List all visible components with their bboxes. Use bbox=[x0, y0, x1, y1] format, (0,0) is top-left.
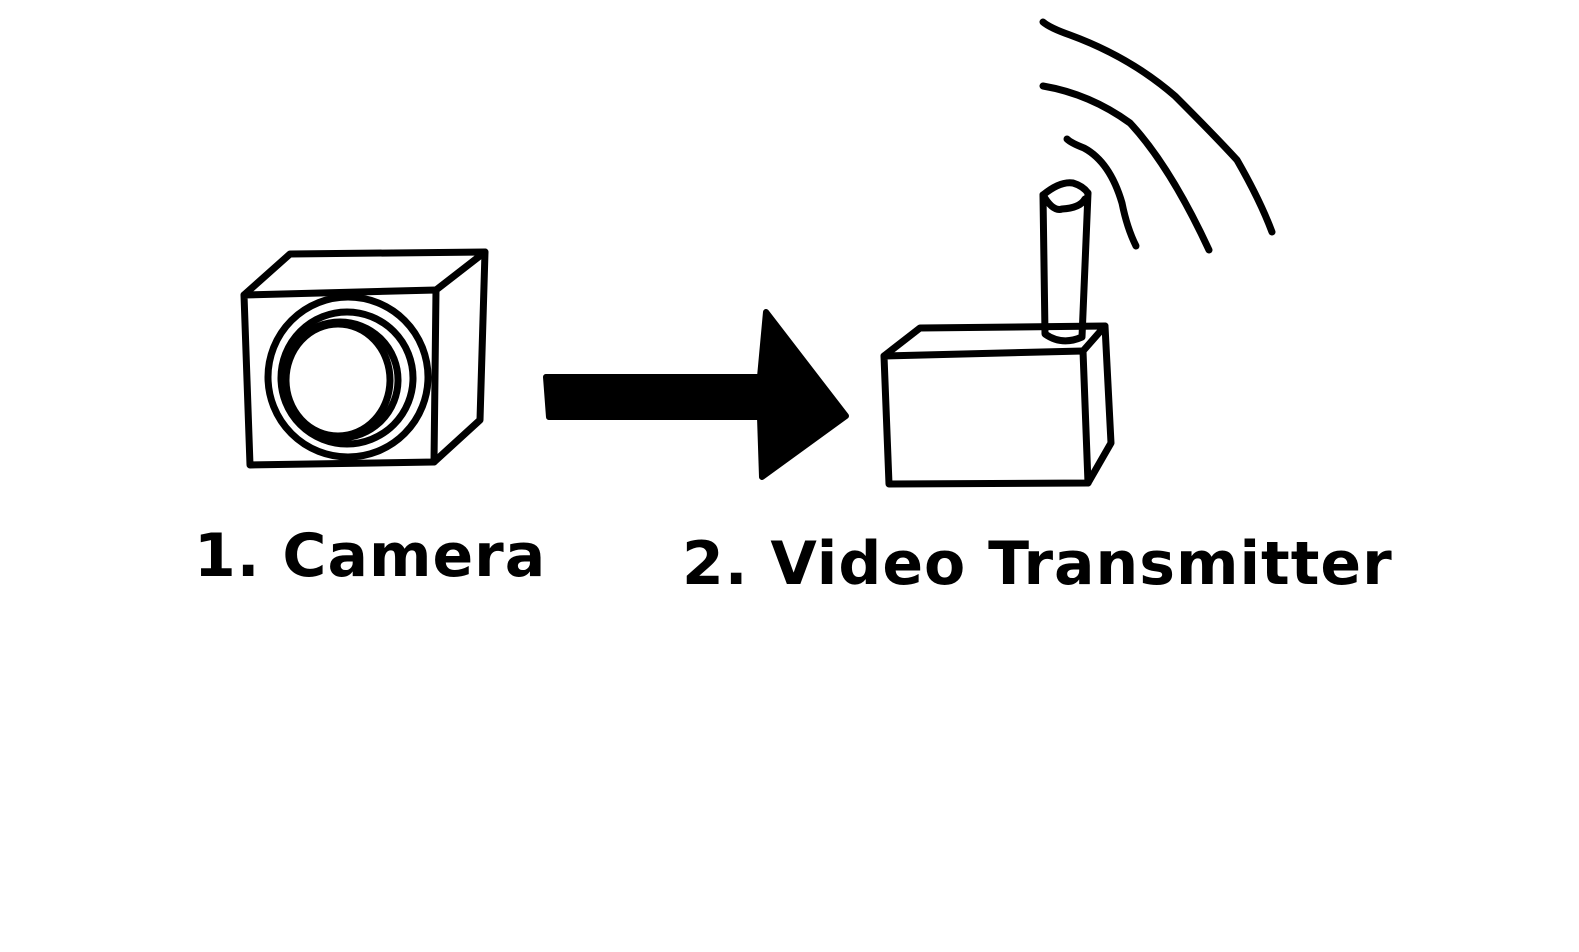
video-transmitter-icon bbox=[880, 179, 1115, 488]
radio-waves-icon bbox=[1039, 18, 1276, 254]
camera-icon bbox=[240, 248, 489, 469]
video-transmitter-label: 2. Video Transmitter bbox=[682, 529, 1393, 599]
camera-label: 1. Camera bbox=[194, 521, 547, 591]
arrow-right-icon bbox=[543, 309, 849, 480]
